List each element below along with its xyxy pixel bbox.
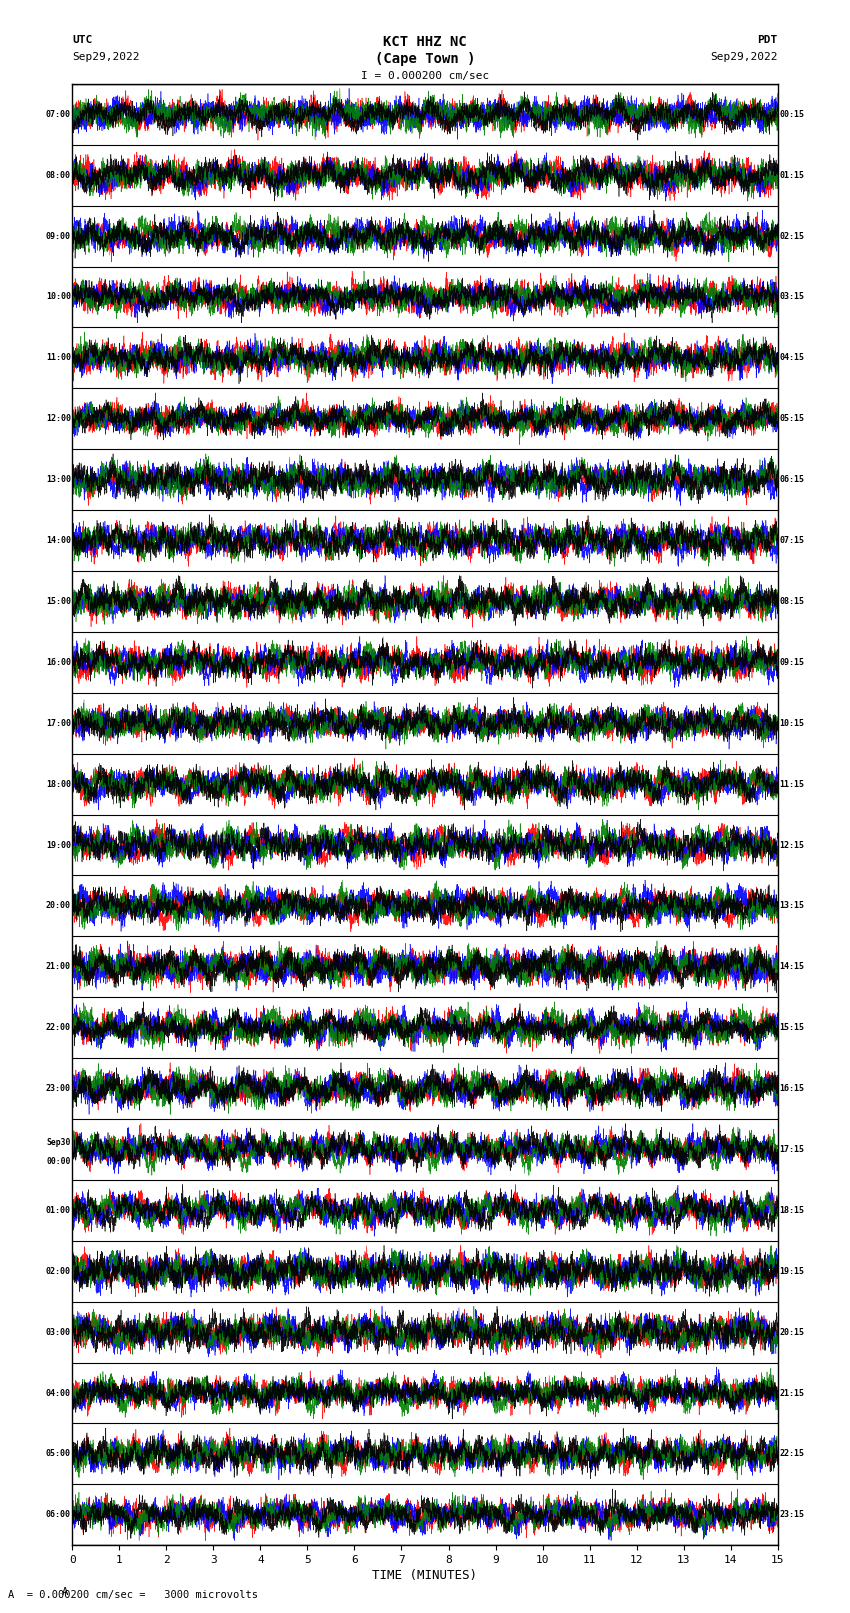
Text: 15:00: 15:00 <box>46 597 71 606</box>
Text: 20:15: 20:15 <box>779 1327 804 1337</box>
Text: 11:15: 11:15 <box>779 779 804 789</box>
Text: 05:00: 05:00 <box>46 1450 71 1458</box>
Text: KCT HHZ NC: KCT HHZ NC <box>383 35 467 50</box>
Text: 17:00: 17:00 <box>46 719 71 727</box>
Text: 23:15: 23:15 <box>779 1510 804 1519</box>
Text: 16:00: 16:00 <box>46 658 71 666</box>
Text: 06:15: 06:15 <box>779 476 804 484</box>
Text: 00:15: 00:15 <box>779 110 804 119</box>
Text: 03:15: 03:15 <box>779 292 804 302</box>
Text: 21:15: 21:15 <box>779 1389 804 1397</box>
Text: 18:00: 18:00 <box>46 779 71 789</box>
Text: 07:00: 07:00 <box>46 110 71 119</box>
Text: 09:00: 09:00 <box>46 232 71 240</box>
Text: 23:00: 23:00 <box>46 1084 71 1094</box>
Text: 14:15: 14:15 <box>779 963 804 971</box>
Text: A  = 0.000200 cm/sec =   3000 microvolts: A = 0.000200 cm/sec = 3000 microvolts <box>8 1590 258 1600</box>
Text: 14:00: 14:00 <box>46 536 71 545</box>
Text: 07:15: 07:15 <box>779 536 804 545</box>
Text: 19:00: 19:00 <box>46 840 71 850</box>
Text: UTC: UTC <box>72 35 93 45</box>
Text: 12:15: 12:15 <box>779 840 804 850</box>
Text: 17:15: 17:15 <box>779 1145 804 1153</box>
Text: 09:15: 09:15 <box>779 658 804 666</box>
Text: Sep29,2022: Sep29,2022 <box>72 52 139 61</box>
Text: 02:15: 02:15 <box>779 232 804 240</box>
Text: 13:00: 13:00 <box>46 476 71 484</box>
Text: 22:00: 22:00 <box>46 1023 71 1032</box>
Text: 13:15: 13:15 <box>779 902 804 910</box>
Text: 03:00: 03:00 <box>46 1327 71 1337</box>
Text: 12:00: 12:00 <box>46 415 71 423</box>
Text: 10:00: 10:00 <box>46 292 71 302</box>
Text: 06:00: 06:00 <box>46 1510 71 1519</box>
Text: 01:00: 01:00 <box>46 1207 71 1215</box>
Text: 00:00: 00:00 <box>47 1157 71 1166</box>
Text: 18:15: 18:15 <box>779 1207 804 1215</box>
Text: 11:00: 11:00 <box>46 353 71 363</box>
Text: 20:00: 20:00 <box>46 902 71 910</box>
Text: 08:15: 08:15 <box>779 597 804 606</box>
Text: 10:15: 10:15 <box>779 719 804 727</box>
Text: 08:00: 08:00 <box>46 171 71 179</box>
Text: PDT: PDT <box>757 35 778 45</box>
Text: 04:00: 04:00 <box>46 1389 71 1397</box>
Text: 21:00: 21:00 <box>46 963 71 971</box>
Text: 05:15: 05:15 <box>779 415 804 423</box>
Text: Sep30: Sep30 <box>47 1137 71 1147</box>
Text: 16:15: 16:15 <box>779 1084 804 1094</box>
Text: Sep29,2022: Sep29,2022 <box>711 52 778 61</box>
X-axis label: TIME (MINUTES): TIME (MINUTES) <box>372 1569 478 1582</box>
Text: (Cape Town ): (Cape Town ) <box>375 52 475 66</box>
Text: 02:00: 02:00 <box>46 1266 71 1276</box>
Text: 04:15: 04:15 <box>779 353 804 363</box>
Text: 01:15: 01:15 <box>779 171 804 179</box>
Text: I = 0.000200 cm/sec: I = 0.000200 cm/sec <box>361 71 489 81</box>
Text: A: A <box>62 1587 68 1597</box>
Text: 19:15: 19:15 <box>779 1266 804 1276</box>
Text: 15:15: 15:15 <box>779 1023 804 1032</box>
Text: 22:15: 22:15 <box>779 1450 804 1458</box>
